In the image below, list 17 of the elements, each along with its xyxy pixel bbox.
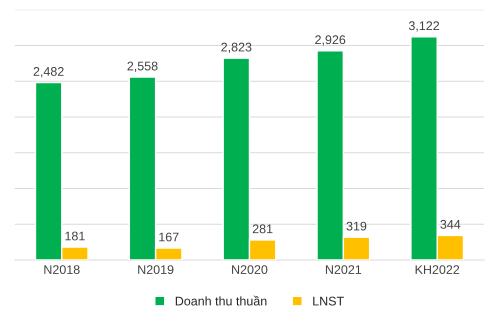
legend-label: LNST <box>313 296 344 306</box>
x-tick-label: N2019 <box>138 265 174 274</box>
data-label: 2,926 <box>315 35 346 46</box>
x-tick-label: N2018 <box>44 265 80 274</box>
x-tick-label: N2021 <box>326 265 362 274</box>
data-label: 2,482 <box>34 67 64 78</box>
data-label: 2,558 <box>127 62 158 72</box>
legend-label: Doanh thu thuần <box>176 296 266 306</box>
data-label: 281 <box>252 224 272 234</box>
data-label: 167 <box>159 232 179 242</box>
data-label: 3,122 <box>408 21 440 32</box>
data-label: 2,823 <box>221 42 252 53</box>
data-label: 319 <box>346 222 366 231</box>
x-tick-label: N2020 <box>232 265 268 274</box>
data-label: 344 <box>440 220 460 229</box>
x-tick-label: KH2022 <box>416 265 460 274</box>
data-label: 181 <box>65 232 85 240</box>
